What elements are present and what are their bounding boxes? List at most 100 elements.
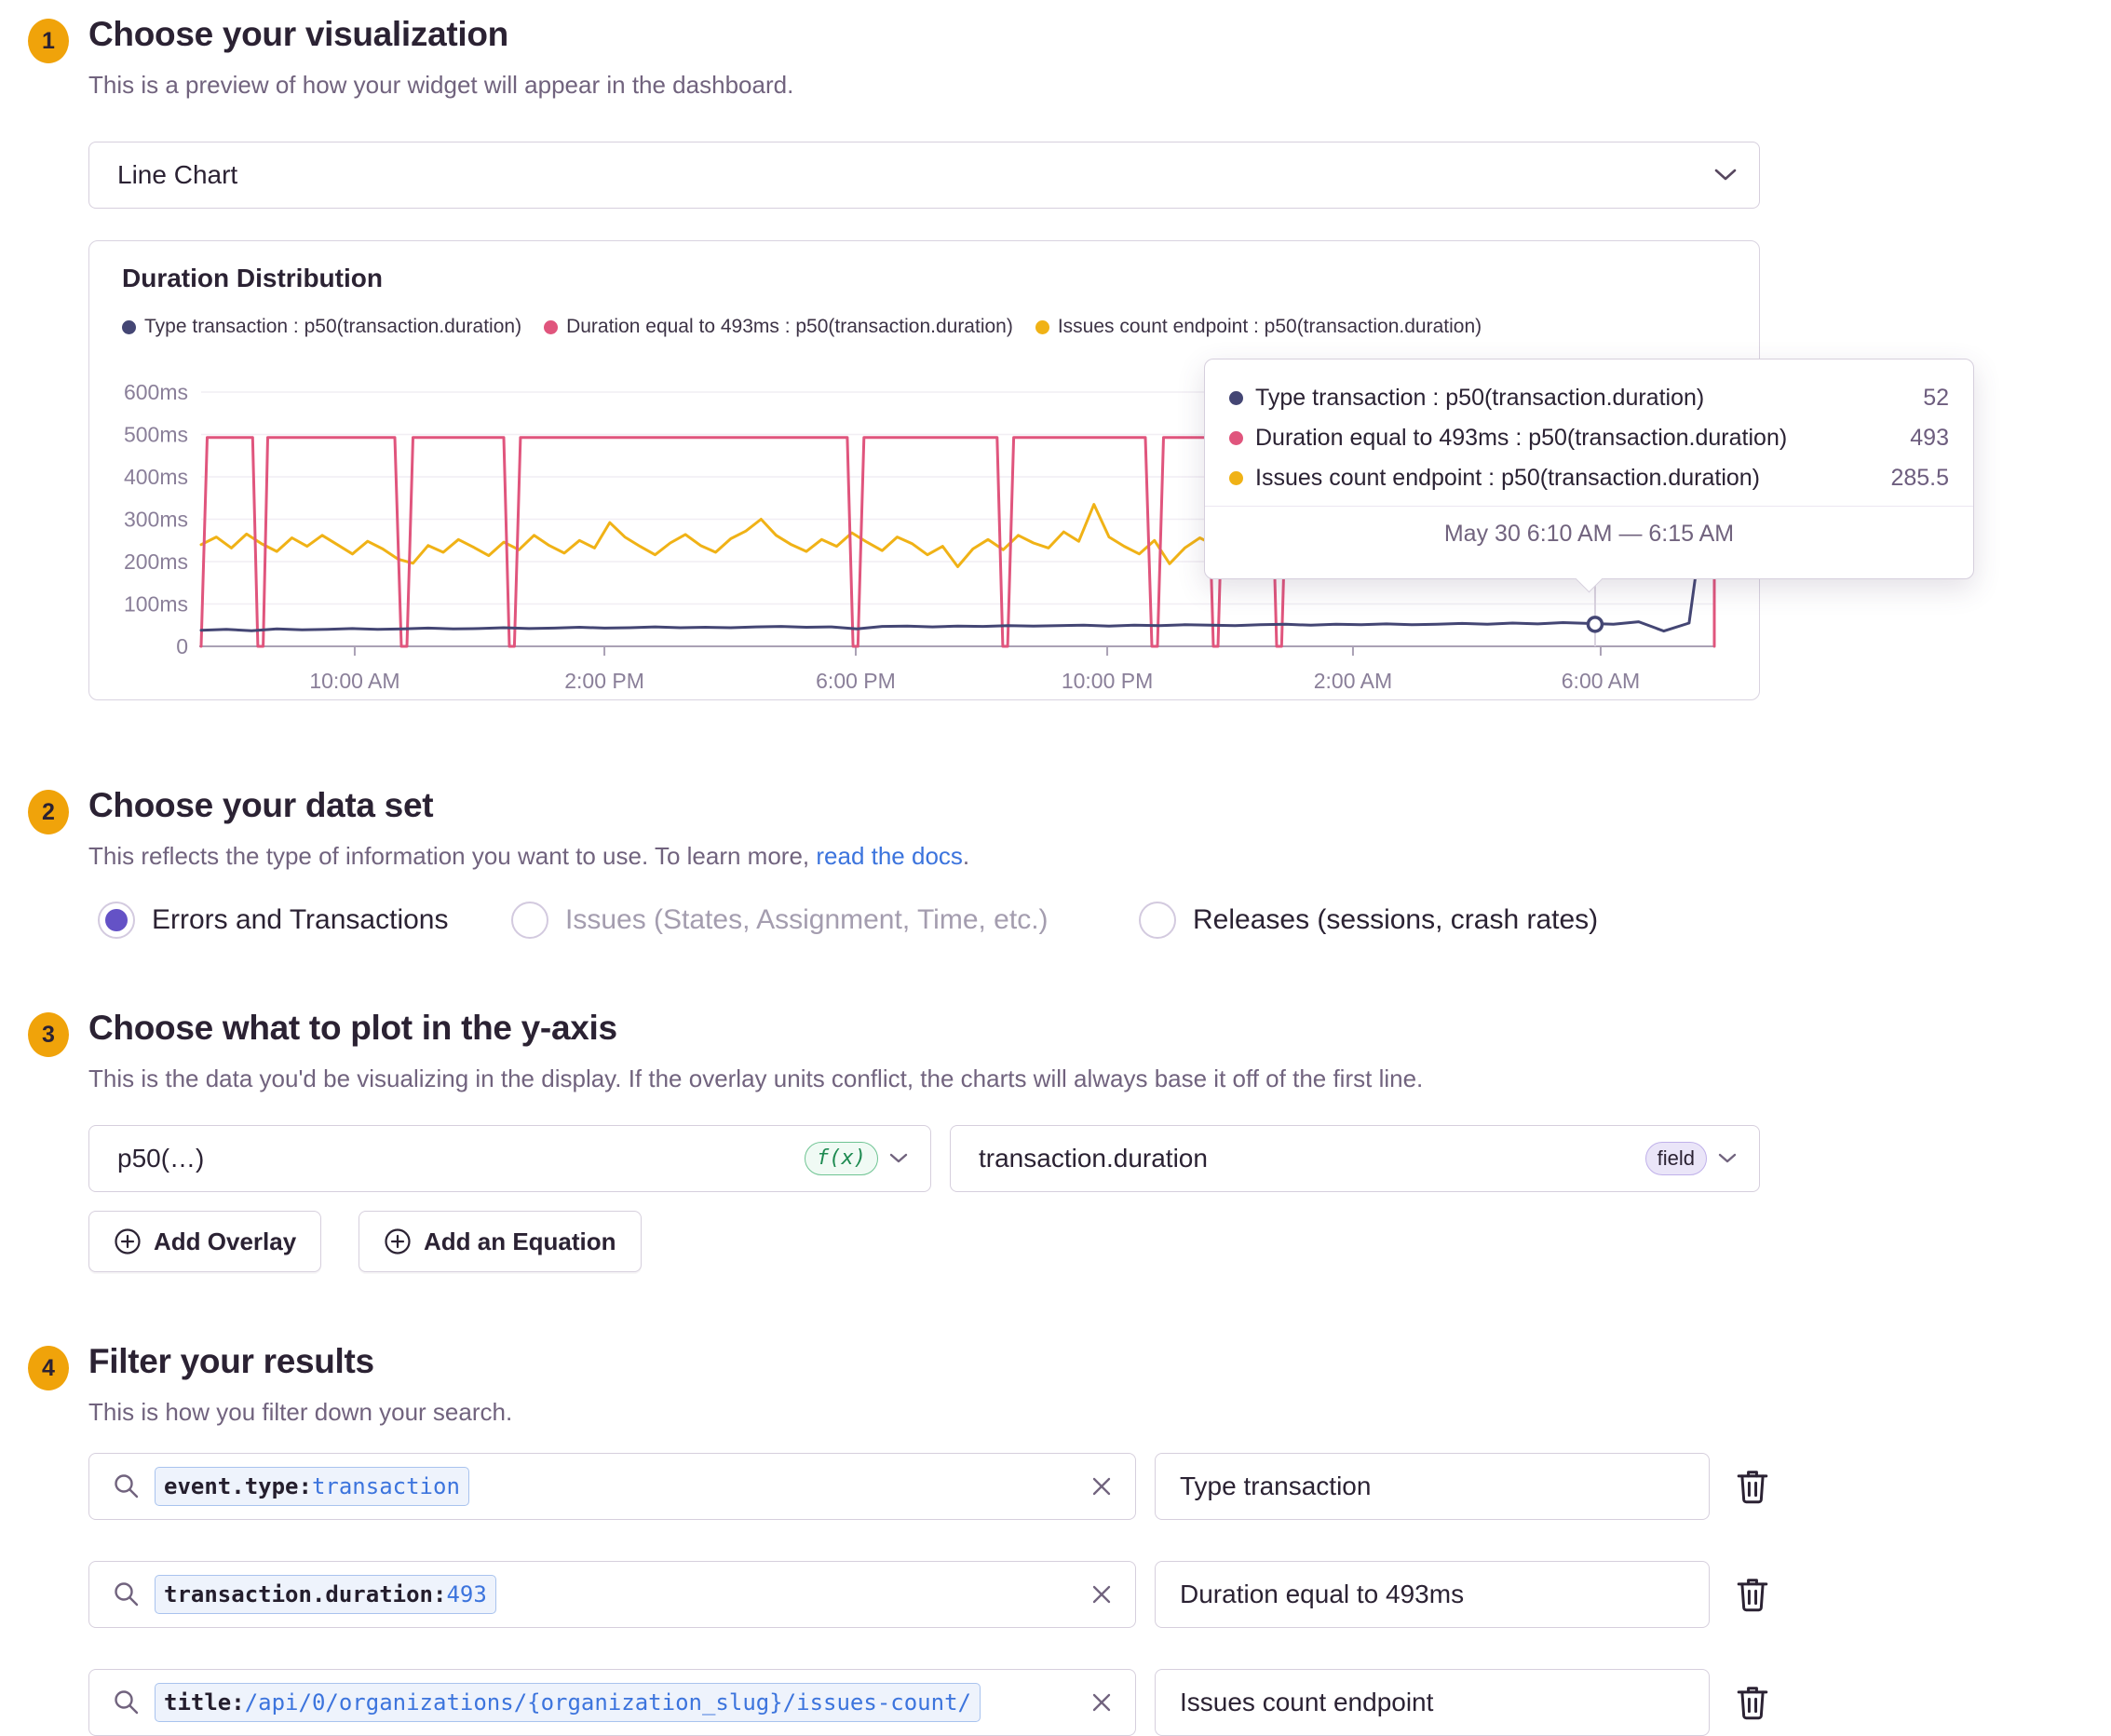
- clear-search-icon[interactable]: [1090, 1583, 1113, 1606]
- step-3-badge: 3: [28, 1012, 69, 1057]
- legend-dot-yellow: [1035, 319, 1049, 334]
- delete-filter-button[interactable]: [1732, 1572, 1773, 1617]
- step-4-badge: 4: [28, 1346, 69, 1390]
- visualization-select[interactable]: Line Chart: [88, 142, 1760, 209]
- yaxis-field-select[interactable]: transaction.duration field: [950, 1125, 1760, 1192]
- token-value: 493: [446, 1580, 487, 1607]
- radio-selected-icon: [98, 902, 135, 939]
- step-2-badge: 2: [28, 790, 69, 834]
- tooltip-row: Duration equal to 493ms : p50(transactio…: [1229, 418, 1949, 458]
- button-label: Add an Equation: [424, 1227, 616, 1255]
- tooltip-dot-yellow: [1229, 471, 1243, 485]
- trash-icon: [1737, 1687, 1768, 1720]
- radio-unselected-icon: [1139, 902, 1176, 939]
- svg-text:2:00 PM: 2:00 PM: [564, 669, 644, 693]
- dataset-option-issues[interactable]: Issues (States, Assignment, Time, etc.): [511, 902, 1049, 939]
- tooltip-row: Type transaction : p50(transaction.durat…: [1229, 378, 1949, 418]
- step-4-title: Filter your results: [88, 1342, 374, 1380]
- filter-search-input[interactable]: title:/api/0/organizations/{organization…: [88, 1669, 1136, 1736]
- legend-label: Duration equal to 493ms : p50(transactio…: [566, 316, 1013, 337]
- step-3-subtitle: This is the data you'd be visualizing in…: [88, 1065, 1424, 1092]
- search-token[interactable]: transaction.duration: 493: [155, 1574, 496, 1615]
- step-1-subtitle: This is a preview of how your widget wil…: [88, 71, 794, 99]
- svg-text:400ms: 400ms: [124, 465, 188, 489]
- delete-filter-button[interactable]: [1732, 1464, 1773, 1509]
- legend-label: Issues count endpoint : p50(transaction.…: [1057, 316, 1482, 337]
- radio-label: Issues (States, Assignment, Time, etc.): [565, 904, 1049, 935]
- chevron-down-icon: [1714, 169, 1759, 182]
- yaxis-function-value: p50(…): [117, 1144, 205, 1173]
- yaxis-function-select[interactable]: p50(…) f(x): [88, 1125, 931, 1192]
- radio-unselected-icon: [511, 902, 548, 939]
- subtitle-text: .: [962, 842, 970, 870]
- filter-alias-input[interactable]: Duration equal to 493ms: [1155, 1561, 1710, 1628]
- token-value: /api/0/organizations/{organization_slug}…: [244, 1689, 971, 1716]
- token-key: title:: [164, 1689, 245, 1716]
- legend-item[interactable]: Duration equal to 493ms : p50(transactio…: [544, 316, 1013, 338]
- chart-legend: Type transaction : p50(transaction.durat…: [122, 316, 1482, 338]
- button-label: Add Overlay: [154, 1227, 297, 1255]
- line-chart-plot[interactable]: 0 100ms 200ms 300ms 400ms 500ms 600ms 10:00 AM 2…: [89, 241, 1758, 698]
- tooltip-series-value: 285.5: [1890, 465, 1949, 491]
- legend-item[interactable]: Issues count endpoint : p50(transaction.…: [1035, 316, 1482, 338]
- radio-label: Releases (sessions, crash rates): [1193, 904, 1599, 935]
- svg-text:500ms: 500ms: [124, 423, 188, 447]
- svg-text:2:00 AM: 2:00 AM: [1314, 669, 1392, 693]
- token-key: transaction.duration:: [164, 1580, 447, 1607]
- svg-text:10:00 AM: 10:00 AM: [309, 669, 399, 693]
- tooltip-dot-navy: [1229, 391, 1243, 405]
- subtitle-text: This reflects the type of information yo…: [88, 842, 817, 870]
- tooltip-series-label: Issues count endpoint : p50(transaction.…: [1255, 465, 1761, 491]
- token-value: transaction: [311, 1472, 460, 1499]
- filter-alias-input[interactable]: Type transaction: [1155, 1453, 1710, 1520]
- tooltip-dot-pink: [1229, 431, 1243, 445]
- clear-search-icon[interactable]: [1090, 1475, 1113, 1498]
- tooltip-series-label: Type transaction : p50(transaction.durat…: [1255, 385, 1705, 411]
- tooltip-timestamp: May 30 6:10 AM — 6:15 AM: [1443, 521, 1735, 547]
- tooltip-separator: [1205, 506, 1973, 507]
- legend-item[interactable]: Type transaction : p50(transaction.durat…: [122, 316, 521, 338]
- search-icon: [112, 1580, 142, 1609]
- yaxis-field-value: transaction.duration: [979, 1144, 1208, 1173]
- dataset-option-errors-transactions[interactable]: Errors and Transactions: [98, 902, 448, 939]
- step-1-title: Choose your visualization: [88, 15, 508, 53]
- delete-filter-button[interactable]: [1732, 1680, 1773, 1725]
- add-equation-button[interactable]: Add an Equation: [359, 1211, 642, 1272]
- svg-text:6:00 AM: 6:00 AM: [1562, 669, 1640, 693]
- filter-search-input[interactable]: transaction.duration: 493: [88, 1561, 1136, 1628]
- plus-circle-icon: [114, 1227, 142, 1255]
- field-badge: field: [1644, 1141, 1707, 1176]
- tooltip-row: Issues count endpoint : p50(transaction.…: [1229, 458, 1949, 498]
- visualization-selected-value: Line Chart: [117, 160, 238, 189]
- chart-tooltip: Type transaction : p50(transaction.durat…: [1204, 359, 1974, 593]
- svg-text:600ms: 600ms: [124, 380, 188, 404]
- clear-search-icon[interactable]: [1090, 1691, 1113, 1714]
- dataset-option-releases[interactable]: Releases (sessions, crash rates): [1139, 902, 1598, 939]
- tooltip-series-value: 493: [1910, 425, 1949, 451]
- svg-text:6:00 PM: 6:00 PM: [816, 669, 896, 693]
- add-overlay-button[interactable]: Add Overlay: [88, 1211, 322, 1272]
- step-2-subtitle: This reflects the type of information yo…: [88, 842, 969, 871]
- legend-dot-pink: [544, 319, 559, 334]
- svg-text:200ms: 200ms: [124, 549, 188, 574]
- trash-icon: [1737, 1471, 1768, 1504]
- svg-text:10:00 PM: 10:00 PM: [1062, 669, 1153, 693]
- step-1-badge: 1: [28, 19, 69, 63]
- search-token[interactable]: event.type: transaction: [155, 1466, 469, 1507]
- trash-icon: [1737, 1579, 1768, 1612]
- legend-dot-navy: [122, 319, 136, 334]
- filter-alias-input[interactable]: Issues count endpoint: [1155, 1669, 1710, 1736]
- search-token[interactable]: title:/api/0/organizations/{organization…: [155, 1682, 981, 1723]
- svg-text:0: 0: [176, 634, 188, 658]
- radio-label: Errors and Transactions: [152, 904, 449, 935]
- tooltip-series-value: 52: [1923, 385, 1949, 411]
- chevron-down-icon: [1718, 1153, 1737, 1164]
- svg-text:100ms: 100ms: [124, 592, 188, 617]
- step-3-title: Choose what to plot in the y-axis: [88, 1009, 617, 1047]
- search-icon: [112, 1472, 142, 1501]
- filter-search-input[interactable]: event.type: transaction: [88, 1453, 1136, 1520]
- tooltip-series-label: Duration equal to 493ms : p50(transactio…: [1255, 425, 1788, 451]
- svg-text:300ms: 300ms: [124, 508, 188, 532]
- step-2-title: Choose your data set: [88, 786, 434, 824]
- read-the-docs-link[interactable]: read the docs: [816, 842, 963, 870]
